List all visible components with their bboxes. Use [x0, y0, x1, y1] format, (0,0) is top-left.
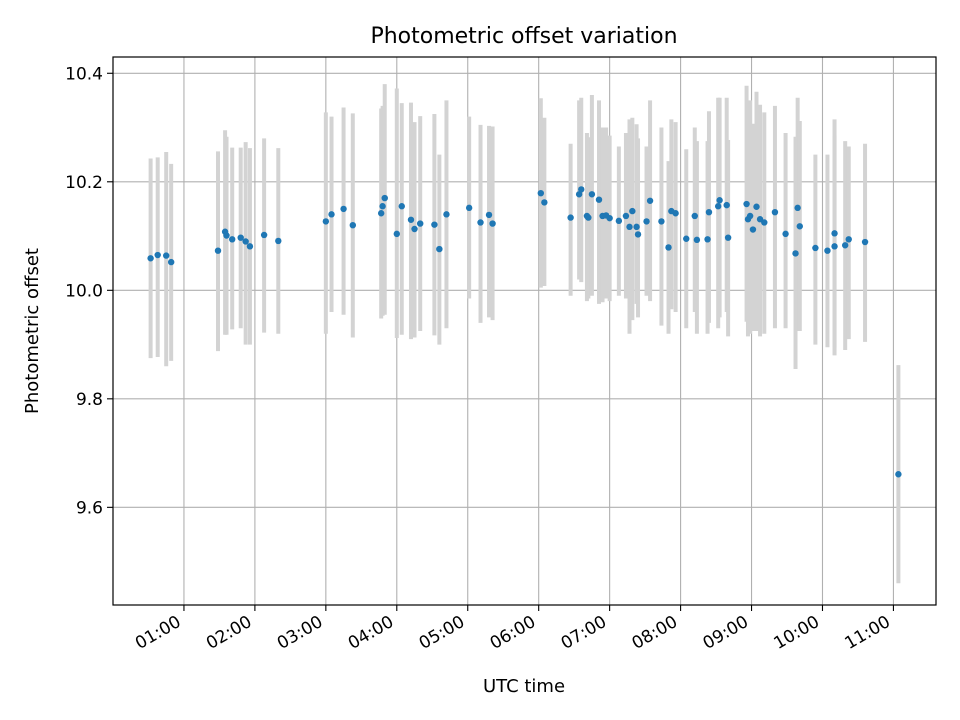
data-point: [237, 234, 244, 241]
data-point: [845, 236, 852, 243]
data-point: [794, 204, 801, 212]
y-axis-label: Photometric offset: [22, 248, 43, 414]
data-point: [792, 250, 799, 257]
data-point: [831, 230, 838, 237]
data-point: [575, 191, 583, 198]
data-point: [340, 205, 347, 213]
data-point: [658, 218, 665, 225]
y-axis-ticks: 9.6 9.8 10.0 10.2 10.4: [65, 64, 113, 518]
data-point: [328, 211, 335, 218]
data-point: [704, 236, 711, 243]
data-point: [537, 189, 545, 197]
data-point: [223, 232, 230, 239]
data-point: [646, 197, 654, 204]
y-tick-label: 10.0: [65, 281, 103, 301]
data-point: [796, 223, 803, 230]
data-point: [541, 199, 548, 206]
y-tick-label: 9.8: [76, 390, 103, 410]
data-point: [275, 237, 282, 245]
data-point: [753, 203, 760, 210]
data-point: [377, 210, 385, 217]
data-point: [841, 242, 849, 249]
data-point: [214, 247, 222, 254]
y-tick-label: 9.6: [76, 498, 103, 518]
data-point: [477, 219, 484, 226]
data-point: [606, 214, 613, 222]
data-point: [322, 218, 330, 225]
data-point: [633, 223, 640, 231]
data-point: [716, 197, 723, 204]
data-point: [693, 236, 701, 244]
data-point: [746, 212, 754, 220]
data-point: [407, 216, 415, 223]
data-point: [724, 234, 732, 241]
data-point: [567, 214, 574, 221]
data-point: [167, 258, 175, 266]
data-point: [443, 211, 450, 218]
data-point: [381, 194, 388, 202]
data-point: [714, 203, 722, 210]
chart-title: Photometric offset variation: [370, 24, 677, 49]
data-point: [683, 235, 690, 242]
data-point: [643, 218, 650, 225]
data-point: [163, 252, 170, 259]
data-point: [812, 244, 819, 252]
data-point: [626, 223, 633, 231]
data-point: [246, 243, 254, 250]
data-point: [782, 230, 789, 238]
y-tick-label: 10.4: [65, 64, 103, 84]
data-point: [417, 220, 424, 227]
data-point: [349, 221, 357, 229]
data-point: [749, 226, 757, 233]
data-point: [485, 211, 493, 219]
data-point: [585, 214, 592, 221]
data-points: [147, 186, 902, 478]
data-point: [578, 186, 585, 193]
data-point: [242, 238, 249, 245]
data-point: [831, 243, 838, 250]
data-point: [154, 251, 161, 259]
data-point: [824, 247, 831, 254]
data-point: [411, 225, 418, 233]
data-point: [634, 231, 642, 238]
data-point: [771, 208, 779, 216]
data-point: [629, 207, 636, 215]
y-tick-label: 10.2: [65, 173, 103, 193]
data-point: [393, 230, 400, 238]
x-axis-label: UTC time: [483, 676, 565, 697]
data-point: [260, 231, 268, 239]
data-point: [588, 191, 596, 198]
data-point: [431, 221, 438, 228]
data-point: [723, 201, 730, 209]
data-point: [761, 219, 768, 226]
data-point: [672, 210, 679, 217]
data-point: [489, 220, 496, 227]
data-point: [436, 245, 443, 253]
plot-area: [113, 57, 936, 605]
axes-frame: [112, 56, 937, 606]
data-point: [861, 238, 869, 246]
data-point: [465, 204, 473, 212]
data-point: [691, 212, 698, 220]
data-point: [398, 203, 405, 210]
data-point: [705, 208, 713, 216]
data-point: [622, 212, 630, 220]
data-point: [228, 236, 236, 243]
data-point: [595, 196, 603, 203]
data-point: [147, 255, 154, 262]
data-point: [743, 200, 750, 208]
data-point: [379, 203, 386, 210]
data-point: [615, 217, 623, 225]
data-point: [665, 244, 672, 251]
data-point: [895, 471, 902, 478]
